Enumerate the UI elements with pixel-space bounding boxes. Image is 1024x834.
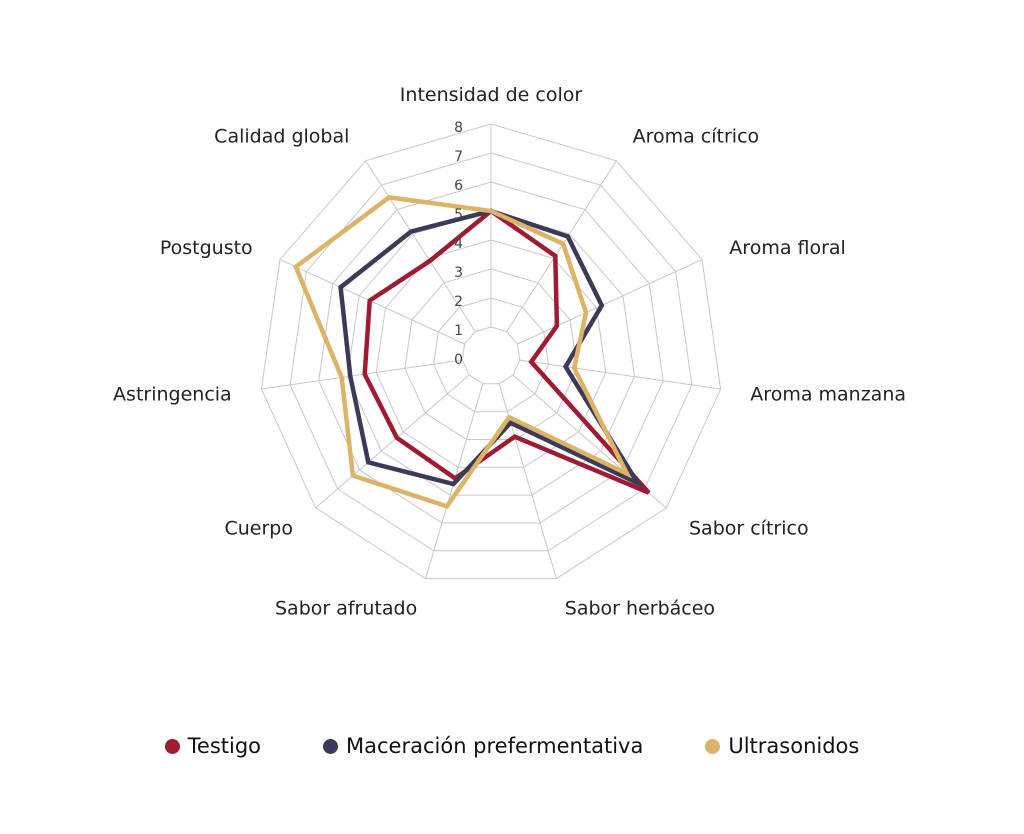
legend-swatch [164, 738, 180, 754]
legend-item: Testigo [164, 734, 262, 758]
grid-ring-1 [461, 326, 521, 385]
legend: Testigo Maceración prefermentativa Ultraso… [0, 728, 1024, 764]
grid-ring-2 [433, 297, 549, 413]
legend-label: Maceración prefermentativa [346, 734, 644, 758]
tick-label: 4 [454, 236, 463, 252]
legend-label: Testigo [187, 734, 262, 758]
grid-spoke [279, 259, 465, 345]
grid-spoke [315, 374, 470, 509]
grid-spoke [517, 259, 703, 345]
legend-swatch [705, 738, 721, 754]
legend-label: Ultrasonidos [728, 734, 860, 758]
tick-labels: 0 1 2 3 4 5 6 7 8 [454, 120, 463, 368]
grid-ring-5 [346, 210, 636, 496]
tick-label: 7 [454, 149, 463, 165]
radar-chart: 0 1 2 3 4 5 6 7 8 Intensidad de color Aroma cítri… [113, 84, 906, 619]
grid-spoke [498, 383, 557, 579]
legend-item: Ultrasonidos [705, 734, 859, 758]
axis-label: Sabor cítrico [689, 518, 809, 540]
legend-item: Maceración prefermentativa [323, 734, 643, 758]
tick-label: 6 [454, 178, 463, 194]
axis-label: Sabor herbáceo [565, 597, 715, 619]
axis-labels: Intensidad de color Aroma cítrico Aroma fl… [113, 84, 906, 619]
tick-label: 8 [454, 120, 463, 136]
grid-ring-7 [289, 152, 693, 552]
grid-ring-8 [260, 123, 722, 580]
tick-label: 1 [454, 323, 463, 339]
grid [260, 123, 722, 580]
axis-label: Sabor afrutado [275, 597, 417, 619]
axis-label: Cuerpo [225, 518, 294, 540]
grid-ring-4 [375, 239, 607, 468]
tick-label: 2 [454, 294, 463, 310]
axis-label: Aroma cítrico [633, 126, 760, 148]
grid-ring-6 [318, 181, 664, 524]
axis-label: Intensidad de color [400, 84, 583, 106]
axis-label: Astringencia [113, 383, 232, 405]
tick-label: 0 [454, 352, 463, 368]
series-layer [293, 195, 651, 509]
axis-label: Aroma manzana [750, 383, 906, 405]
grid-spoke [365, 160, 476, 332]
axis-label: Calidad global [214, 126, 349, 148]
axis-label: Aroma floral [729, 237, 846, 259]
grid-spoke [519, 359, 721, 390]
grid-spoke [261, 359, 463, 390]
tick-label: 3 [454, 265, 463, 281]
tick-label: 5 [454, 207, 463, 223]
series-line-1 [362, 208, 651, 495]
legend-swatch [323, 738, 339, 754]
axis-label: Postgusto [160, 237, 253, 259]
series-line-3 [293, 195, 632, 509]
